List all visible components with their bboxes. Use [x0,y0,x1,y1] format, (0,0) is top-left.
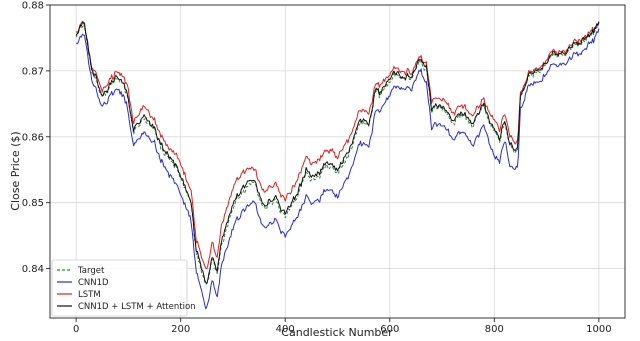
x-tick-label: 400 [276,324,295,335]
series-group [75,20,600,310]
legend-label-target: Target [77,266,105,276]
legend-label-cnn1d: CNN1D [78,278,109,288]
series-line-lstm [75,20,600,270]
series-line-cnn1d [75,28,600,310]
x-tick-label: 1000 [586,324,611,335]
legend-label-attention: CNN1D + LSTM + Attention [78,302,196,312]
plot-frame [49,4,626,319]
legend-box [51,259,188,317]
legend-label-lstm: LSTM [78,290,101,300]
x-tick-label: 800 [485,324,504,335]
x-tick-label: 0 [73,324,79,335]
series-line-target [75,22,600,285]
y-tick-label: 0.84 [22,264,44,275]
series-line-attention [75,21,600,284]
y-tick-label: 0.85 [22,198,44,209]
x-axis-label: Candlestick Number [281,326,393,339]
legend: Target CNN1D LSTM CNN1D + LSTM + Attenti… [51,259,196,317]
y-tick-label: 0.86 [22,132,44,143]
ticks: 0 200 400 600 800 1000 0.84 0.85 0.86 0.87 0.88 [22,1,612,336]
x-tick-label: 200 [171,324,190,335]
y-tick-label: 0.88 [22,1,44,12]
x-tick-label: 600 [380,324,399,335]
y-axis-label: Close Price ($) [9,131,22,210]
y-tick-label: 0.87 [22,66,44,77]
